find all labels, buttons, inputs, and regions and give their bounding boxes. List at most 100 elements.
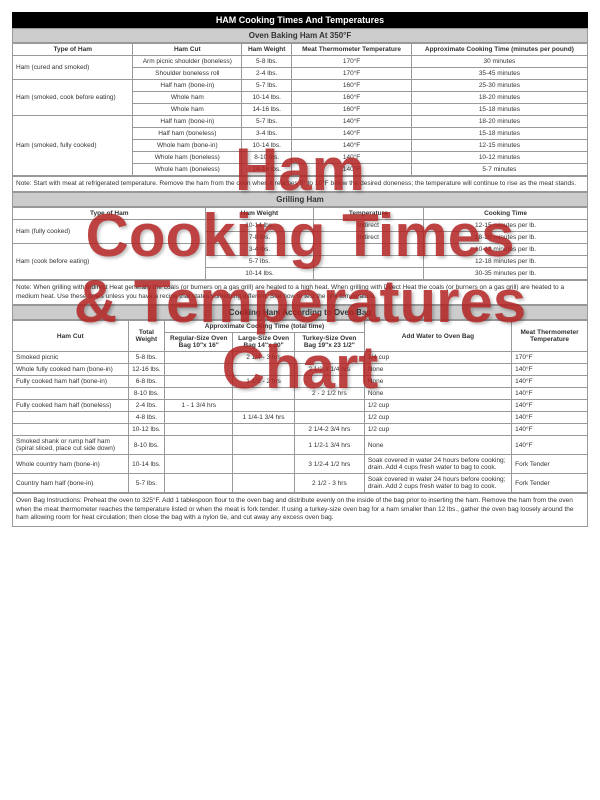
data-cell: Whole ham	[133, 92, 242, 104]
table-row: Fully cooked ham half (boneless)2-4 lbs.…	[13, 400, 588, 412]
data-cell: 10-14 lbs.	[206, 268, 313, 280]
data-cell: 2-4 lbs.	[242, 68, 292, 80]
type-cell: Ham (fully cooked)	[13, 220, 206, 244]
table-row: Ham (fully cooked)10-14 lbs.Indirect12-1…	[13, 220, 588, 232]
data-cell	[165, 412, 233, 424]
table-header: Type of Ham	[13, 44, 133, 56]
section3-title: Cooking Ham According to Oven Bag	[12, 305, 588, 320]
data-cell: Whole country ham (bone-in)	[13, 455, 129, 474]
data-cell: None	[364, 436, 511, 455]
data-cell: 5-7 lbs.	[242, 80, 292, 92]
col-reg: Regular-Size Oven Bag 10"x 16"	[165, 333, 233, 352]
data-cell: Country ham half (bone-in)	[13, 474, 129, 493]
data-cell: 2-4 lbs.	[128, 400, 165, 412]
data-cell	[294, 412, 364, 424]
data-cell	[13, 424, 129, 436]
data-cell: 2 1/4-2 3/4 hrs	[294, 424, 364, 436]
data-cell: Whole ham (boneless)	[133, 152, 242, 164]
data-cell	[313, 244, 424, 256]
data-cell: 10-14 lbs.	[242, 92, 292, 104]
data-cell: Half ham (bone-in)	[133, 80, 242, 92]
col-lg: Large-Size Oven Bag 14"x 20"	[233, 333, 295, 352]
data-cell	[165, 388, 233, 400]
data-cell: None	[364, 376, 511, 388]
col-subtitle: Approximate Cooking Time (total time)	[165, 321, 365, 333]
data-cell: 25-30 minutes	[411, 80, 587, 92]
type-cell: Ham (cook before eating)	[13, 244, 206, 280]
data-cell: 8-10 lbs.	[242, 152, 292, 164]
data-cell: Fully cooked ham half (bone-in)	[13, 376, 129, 388]
data-cell: 15-18 minutes	[411, 104, 587, 116]
data-cell: 5-8 lbs.	[242, 56, 292, 68]
data-cell: Soak covered in water 24 hours before co…	[364, 474, 511, 493]
data-cell: 5-7 lbs.	[206, 256, 313, 268]
data-cell: 18-20 minutes	[411, 92, 587, 104]
data-cell: 2 1/4 - 3 hrs	[233, 352, 295, 364]
data-cell: 5-7 minutes	[411, 164, 587, 176]
data-cell: 170°F	[292, 56, 412, 68]
data-cell	[233, 364, 295, 376]
data-cell: Arm picnic shoulder (boneless)	[133, 56, 242, 68]
data-cell	[13, 412, 129, 424]
data-cell: 140°F	[512, 436, 588, 455]
data-cell: None	[364, 388, 511, 400]
data-cell: 30-35 minutes per lb.	[424, 268, 588, 280]
col-weight: Total Weight	[128, 321, 165, 352]
table-row: Ham (smoked, fully cooked)Half ham (bone…	[13, 116, 588, 128]
data-cell	[294, 400, 364, 412]
data-cell: 18-20 minutes per lb.	[424, 232, 588, 244]
table-header: Ham Cut	[133, 44, 242, 56]
col-tk: Turkey-Size Oven Bag 19"x 23 1/2"	[294, 333, 364, 352]
data-cell: 1/2 cup	[364, 424, 511, 436]
data-cell: Indirect	[313, 220, 424, 232]
data-cell: 160°F	[292, 92, 412, 104]
data-cell: 140°F	[292, 152, 412, 164]
data-cell	[233, 424, 295, 436]
data-cell: 1 1/2-1 3/4 hrs	[294, 436, 364, 455]
type-cell: Ham (smoked, cook before eating)	[13, 80, 133, 116]
data-cell: Soak covered in water 24 hours before co…	[364, 455, 511, 474]
data-cell: 1/2 cup	[364, 400, 511, 412]
data-cell: 10-12 minutes	[411, 152, 587, 164]
data-cell: 4-8 lbs.	[128, 412, 165, 424]
data-cell: 1 1/4-1 3/4 hrs	[233, 412, 295, 424]
data-cell	[13, 388, 129, 400]
data-cell	[165, 364, 233, 376]
data-cell: 10-12 minutes per lb.	[424, 244, 588, 256]
table-row: Whole country ham (bone-in)10-14 lbs.3 1…	[13, 455, 588, 474]
table-row: Country ham half (bone-in)5-7 lbs.2 1/2 …	[13, 474, 588, 493]
data-cell: 12-18 minutes per lb.	[424, 256, 588, 268]
data-cell: 1 - 1 3/4 hrs	[165, 400, 233, 412]
data-cell: 140°F	[512, 400, 588, 412]
data-cell	[233, 455, 295, 474]
table-row: Smoked shank or rump half ham (spiral sl…	[13, 436, 588, 455]
data-cell: 14-16 lbs.	[242, 164, 292, 176]
table-row: 4-8 lbs.1 1/4-1 3/4 hrs1/2 cup140°F	[13, 412, 588, 424]
data-cell	[294, 376, 364, 388]
data-cell: Shoulder boneless roll	[133, 68, 242, 80]
table-header: Temperature	[313, 208, 424, 220]
data-cell: 18-20 minutes	[411, 116, 587, 128]
data-cell: 140°F	[512, 376, 588, 388]
table-row: Whole fully cooked ham (bone-in)12-16 lb…	[13, 364, 588, 376]
section2-note: Note: When grilling with Indirect Heat g…	[12, 280, 588, 305]
data-cell	[233, 400, 295, 412]
data-cell: 14-16 lbs.	[242, 104, 292, 116]
type-cell: Ham (smoked, fully cooked)	[13, 116, 133, 176]
data-cell: Whole fully cooked ham (bone-in)	[13, 364, 129, 376]
data-cell: 5-8 lbs.	[128, 352, 165, 364]
col-temp: Meat Thermometer Temperature	[512, 321, 588, 352]
table-grilling: Type of HamHam WeightTemperatureCooking …	[12, 207, 588, 280]
data-cell	[233, 474, 295, 493]
data-cell: 30 minutes	[411, 56, 587, 68]
table-header: Meat Thermometer Temperature	[292, 44, 412, 56]
main-title: HAM Cooking Times And Temperatures	[12, 12, 588, 28]
table-oven-bag: Ham CutTotal WeightApproximate Cooking T…	[12, 320, 588, 493]
data-cell: 160°F	[292, 80, 412, 92]
data-cell	[165, 424, 233, 436]
data-cell: Whole ham (bone-in)	[133, 140, 242, 152]
col-hamcut: Ham Cut	[13, 321, 129, 352]
data-cell: Half ham (bone-in)	[133, 116, 242, 128]
data-cell: 5-7 lbs.	[242, 116, 292, 128]
table-row: 10-12 lbs.2 1/4-2 3/4 hrs1/2 cup140°F	[13, 424, 588, 436]
